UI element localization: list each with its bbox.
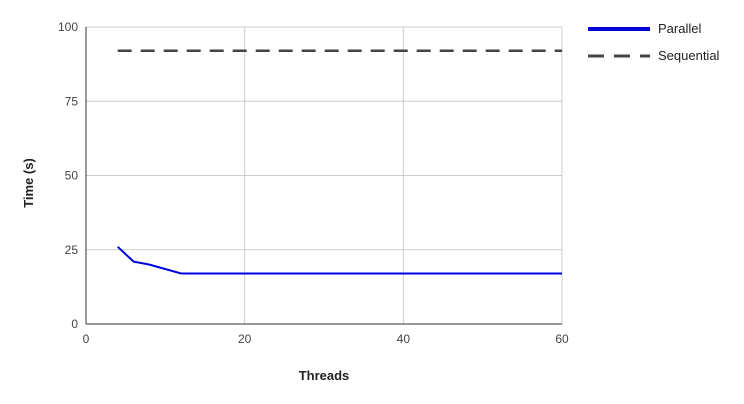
y-axis-title: Time (s) — [21, 158, 36, 208]
x-tick-label: 20 — [238, 332, 252, 346]
y-tick-label: 75 — [65, 94, 79, 108]
tick-labels: 0 25 50 75 100 0 20 40 60 — [58, 20, 569, 346]
legend-label-parallel: Parallel — [658, 21, 701, 36]
legend-item-parallel[interactable]: Parallel — [588, 21, 701, 36]
x-tick-label: 0 — [83, 332, 90, 346]
y-tick-label: 100 — [58, 20, 78, 34]
x-tick-label: 40 — [397, 332, 411, 346]
gridlines — [86, 26, 563, 324]
y-tick-label: 25 — [65, 243, 79, 257]
series-lines — [117, 49, 562, 275]
legend-item-sequential[interactable]: Sequential — [588, 48, 720, 63]
legend-label-sequential: Sequential — [658, 48, 720, 63]
x-axis-title: Threads — [299, 368, 350, 383]
axes — [85, 27, 562, 325]
y-tick-label: 0 — [71, 317, 78, 331]
y-tick-label: 50 — [65, 169, 79, 183]
series-line-parallel — [117, 246, 562, 275]
legend: Parallel Sequential — [588, 21, 720, 63]
x-tick-label: 60 — [555, 332, 569, 346]
